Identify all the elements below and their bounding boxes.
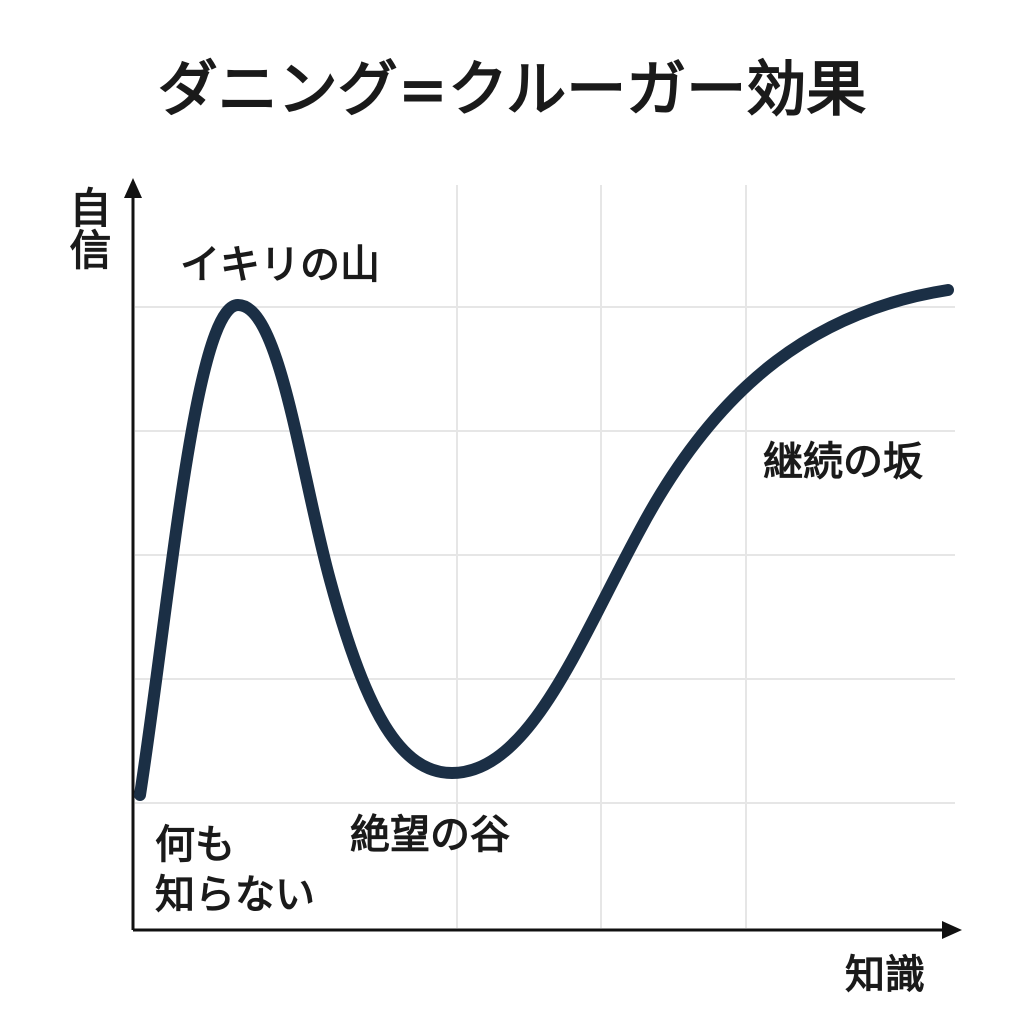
curve (134, 284, 954, 801)
x-axis-arrow (942, 921, 962, 939)
peak-label: イキリの山 (180, 242, 380, 288)
valley-label: 絶望の谷 (350, 812, 510, 858)
start-label: 何も (155, 822, 235, 868)
start-label: 知らない (155, 872, 315, 918)
x-axis-label: 知識 (845, 952, 925, 998)
y-axis-arrow (124, 178, 142, 198)
y-axis-label: 自信 (63, 186, 112, 270)
slope-label: 継続の坂 (763, 439, 923, 485)
grid (135, 185, 955, 928)
title: ダニング=クルーガー効果 (157, 55, 867, 125)
